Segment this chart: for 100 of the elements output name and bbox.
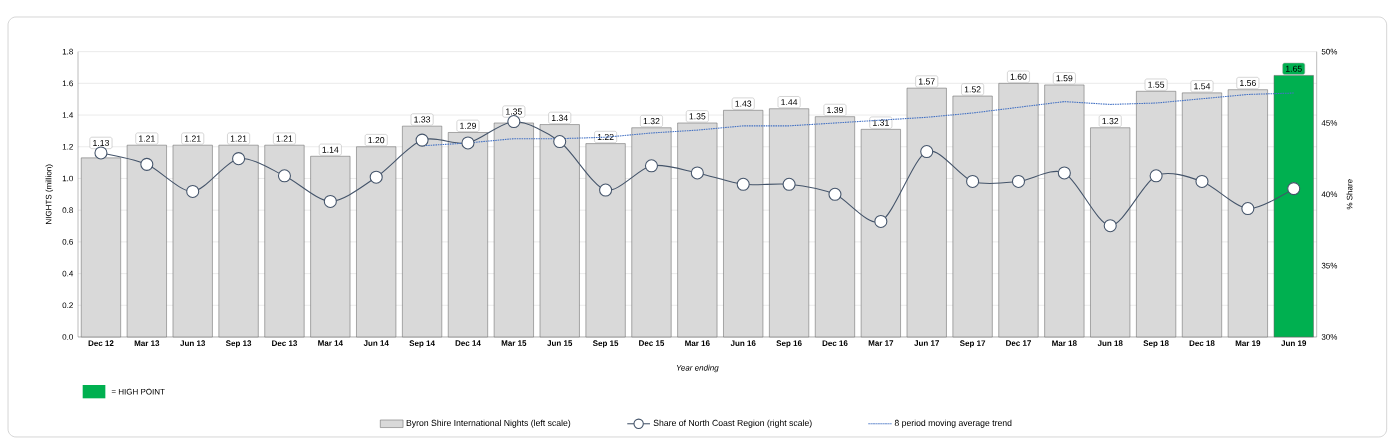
data-label: 1.35 <box>506 108 522 115</box>
x-tick-label: Sep 13 <box>225 340 252 348</box>
y2-tick-label: 45% <box>1321 120 1338 126</box>
y2-tick-label: 35% <box>1321 262 1338 269</box>
y-tick-label: 0.8 <box>62 207 73 214</box>
data-label: 1.31 <box>873 119 889 126</box>
y-tick-label: 1.6 <box>62 80 73 87</box>
x-tick-label: Sep 17 <box>959 340 986 348</box>
x-tick-label: Jun 19 <box>1281 340 1307 347</box>
data-label: 1.43 <box>735 100 752 107</box>
data-label: 1.32 <box>1102 118 1119 125</box>
x-tick-label: Mar 18 <box>1052 340 1077 347</box>
y-axis-title: NIGHTS (million) <box>45 164 54 224</box>
data-label: 1.33 <box>414 116 431 123</box>
x-tick-label: Mar 16 <box>685 340 710 347</box>
legend-label: 8 period moving average trend <box>894 419 1012 428</box>
x-tick-label: Sep 16 <box>776 340 802 348</box>
point <box>920 144 934 159</box>
point <box>415 133 429 147</box>
y-tick-label: 1.8 <box>62 48 73 55</box>
x-axis-title: Year ending <box>676 364 719 373</box>
x-tick-label: Mar 14 <box>318 340 343 346</box>
x-tick-label: Dec 14 <box>455 340 481 346</box>
point <box>323 194 337 208</box>
point <box>736 177 750 191</box>
data-label: 1.20 <box>368 137 385 144</box>
x-tick-label: Dec 16 <box>822 340 848 347</box>
point <box>599 183 613 197</box>
data-label: 1.13 <box>93 139 109 147</box>
y-tick-label: 0.6 <box>62 239 73 245</box>
x-tick-label: Sep 15 <box>592 340 619 348</box>
data-label: 1.21 <box>139 135 155 142</box>
data-label: 1.39 <box>827 106 843 114</box>
x-tick-label: Sep 14 <box>409 340 435 348</box>
y2-tick-label: 40% <box>1321 191 1338 198</box>
x-tick-label: Mar 19 <box>1235 340 1261 347</box>
point <box>1287 182 1301 196</box>
point <box>186 184 200 199</box>
y-tick-label: 0.2 <box>62 302 73 309</box>
point <box>690 166 704 180</box>
data-label: 1.21 <box>184 135 201 142</box>
point <box>232 152 246 166</box>
y-tick-label: 1.4 <box>62 112 74 118</box>
y2-axis-title: % Share <box>1346 179 1353 210</box>
data-label: 1.65 <box>1285 65 1302 72</box>
x-tick-label: Jun 17 <box>914 340 940 346</box>
x-tick-label: Jun 15 <box>547 340 573 346</box>
x-tick-label: Jun 13 <box>180 340 206 347</box>
legend-label: Share of North Coast Region (right scale) <box>653 419 812 428</box>
data-label: 1.21 <box>230 135 247 142</box>
y-tick-label: 0.0 <box>62 334 73 340</box>
point <box>1149 169 1163 183</box>
y2-tick-label: 50% <box>1321 48 1338 55</box>
x-tick-label: Jun 14 <box>363 340 389 346</box>
point <box>461 136 475 150</box>
x-tick-label: Dec 13 <box>272 340 298 347</box>
data-label: 1.21 <box>276 135 293 142</box>
y2-tick-label: 30% <box>1321 334 1338 340</box>
data-label: 1.34 <box>551 114 568 121</box>
x-tick-label: Jun 16 <box>730 340 756 347</box>
point <box>369 170 383 184</box>
data-label: 1.57 <box>918 78 935 85</box>
y-tick-label: 1.0 <box>62 175 73 182</box>
x-tick-label: Jun 18 <box>1097 340 1123 347</box>
point <box>828 187 842 201</box>
point <box>1195 174 1209 189</box>
data-label: 1.29 <box>460 122 476 129</box>
x-tick-label: Mar 17 <box>868 340 894 346</box>
data-label: 1.60 <box>1010 73 1027 80</box>
point <box>782 177 796 191</box>
data-label: 1.35 <box>689 113 706 120</box>
x-tick-label: Mar 15 <box>501 340 527 346</box>
x-tick-label: Dec 15 <box>639 340 665 346</box>
point <box>874 214 888 228</box>
point <box>1011 174 1026 189</box>
point <box>140 157 154 171</box>
point <box>507 115 521 129</box>
point <box>553 134 567 149</box>
x-tick-label: Dec 18 <box>1189 340 1215 347</box>
point <box>1057 166 1071 180</box>
data-label: 1.56 <box>1240 79 1256 87</box>
data-label: 1.59 <box>1056 75 1073 82</box>
data-label: 1.55 <box>1148 81 1165 88</box>
x-tick-label: Dec 17 <box>1006 340 1032 346</box>
x-tick-label: Mar 13 <box>134 340 160 347</box>
data-label: 1.54 <box>1194 83 1211 90</box>
point <box>277 169 291 183</box>
y-tick-label: 1.2 <box>62 143 73 150</box>
x-tick-label: Dec 12 <box>88 340 114 347</box>
data-label: 1.52 <box>964 86 981 93</box>
point <box>94 146 108 160</box>
data-label: 1.32 <box>643 118 660 125</box>
point <box>644 159 659 173</box>
data-label: 1.14 <box>322 146 339 153</box>
legend-label: Byron Shire International Nights (left scale) <box>406 419 571 428</box>
data-label: 1.44 <box>781 99 798 106</box>
text: = HIGH POINT <box>111 388 165 395</box>
point <box>1241 202 1255 216</box>
point <box>966 174 980 189</box>
x-tick-label: Sep 18 <box>1143 340 1169 348</box>
